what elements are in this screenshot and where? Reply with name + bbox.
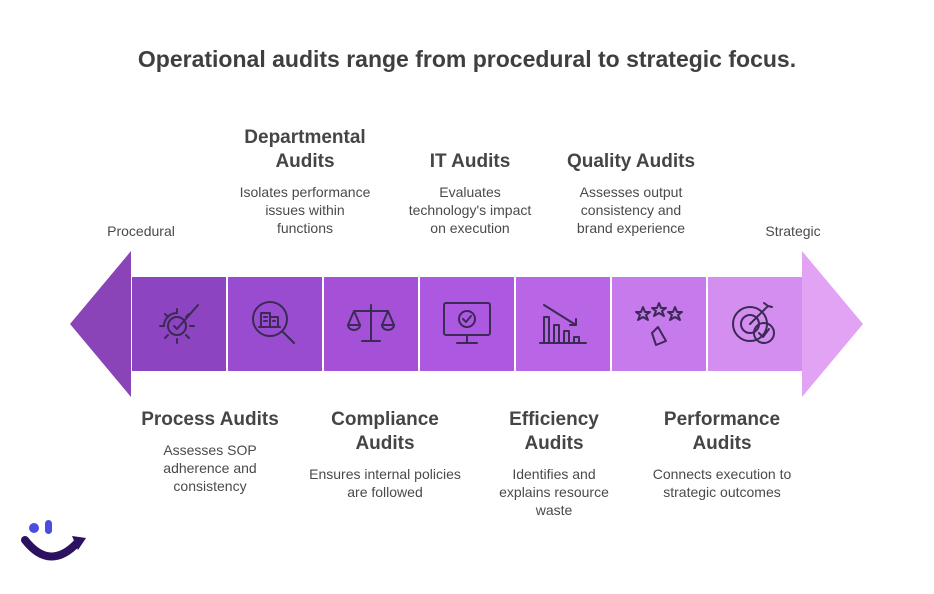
procedural-label: Procedural bbox=[107, 223, 175, 239]
magnifier-building-icon bbox=[252, 301, 295, 344]
audit-card-compliance: Compliance Audits Ensures internal polic… bbox=[300, 408, 470, 501]
audit-description: Evaluates technology's impact on executi… bbox=[408, 184, 532, 236]
right-arrowhead bbox=[802, 251, 863, 397]
audit-card-departmental: Departmental Audits Isolates performance… bbox=[220, 126, 390, 237]
audit-title: IT Audits bbox=[429, 151, 511, 172]
audit-description: Connects execution to strategic outcomes bbox=[652, 466, 792, 500]
segment-efficiency bbox=[516, 277, 610, 371]
audit-title: Compliance Audits bbox=[331, 409, 439, 454]
audit-title: Performance Audits bbox=[663, 409, 781, 454]
left-arrowhead-shape bbox=[70, 251, 131, 397]
audit-description: Ensures internal policies are followed bbox=[309, 466, 461, 500]
audit-description: Assesses SOP adherence and consistency bbox=[163, 442, 257, 494]
audit-title: Departmental Audits bbox=[244, 127, 366, 172]
audit-card-it: IT Audits Evaluates technology's impact … bbox=[385, 150, 555, 237]
gear-check-icon bbox=[159, 304, 199, 344]
right-arrowhead-shape bbox=[802, 251, 863, 397]
audit-card-quality: Quality Audits Assesses output consisten… bbox=[546, 150, 716, 237]
segment-process bbox=[132, 277, 226, 371]
audit-title: Efficiency Audits bbox=[509, 409, 599, 454]
segment-it bbox=[420, 277, 514, 371]
brand-logo-icon bbox=[21, 520, 86, 561]
segment-departmental bbox=[228, 277, 322, 371]
target-check-icon bbox=[732, 302, 775, 344]
segment-quality bbox=[612, 277, 706, 371]
audit-card-performance: Performance Audits Connects execution to… bbox=[637, 408, 807, 501]
audit-card-process: Process Audits Assesses SOP adherence an… bbox=[125, 408, 295, 495]
audit-title: Quality Audits bbox=[566, 151, 696, 172]
declining-chart-icon bbox=[539, 304, 587, 344]
stars-rating-icon bbox=[635, 302, 683, 346]
segment-compliance bbox=[324, 277, 418, 371]
strategic-label: Strategic bbox=[765, 223, 821, 239]
segment-performance bbox=[708, 277, 802, 371]
audit-description: Identifies and explains resource waste bbox=[499, 466, 609, 518]
left-arrowhead bbox=[70, 251, 131, 397]
audit-description: Isolates performance issues within funct… bbox=[239, 184, 371, 236]
scales-icon bbox=[347, 304, 395, 342]
audit-description: Assesses output consistency and brand ex… bbox=[576, 184, 686, 236]
audit-title: Process Audits bbox=[141, 409, 279, 430]
audit-card-efficiency: Efficiency Audits Identifies and explain… bbox=[469, 408, 639, 519]
page-title: Operational audits range from procedural… bbox=[137, 46, 797, 72]
monitor-check-icon bbox=[443, 302, 491, 344]
